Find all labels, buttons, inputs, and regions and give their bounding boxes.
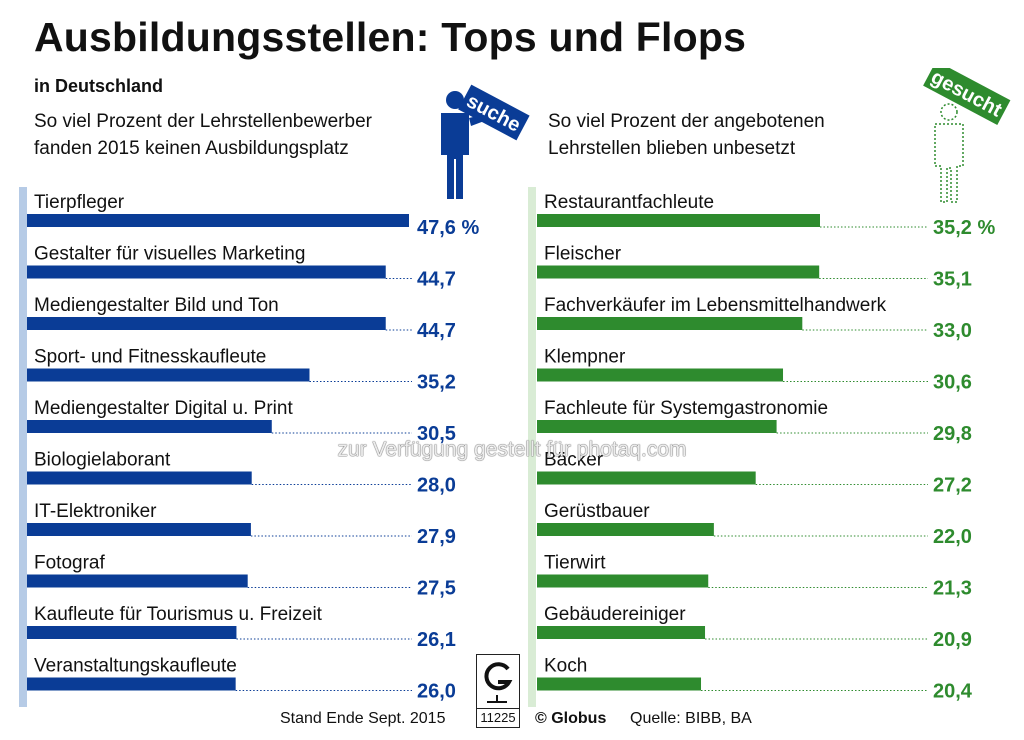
left-value-label: 26,0 xyxy=(417,681,456,703)
left-bar xyxy=(27,420,272,433)
right-panel-accent-bar xyxy=(528,187,536,707)
graphic-number: 11225 xyxy=(477,708,519,725)
left-value-label: 47,6 % xyxy=(417,217,479,239)
right-description: So viel Prozent der angebotenen Lehrstel… xyxy=(548,108,825,162)
left-category-label: Sport- und Fitnesskaufleute xyxy=(34,347,266,368)
left-bar xyxy=(27,214,409,227)
right-bar xyxy=(537,265,820,279)
right-bar xyxy=(537,317,803,330)
right-value-label: 27,2 xyxy=(933,475,972,497)
right-description-line2: Lehrstellen blieben unbesetzt xyxy=(548,138,796,159)
right-category-label: Bäcker xyxy=(544,450,604,471)
left-category-label: Fotograf xyxy=(34,553,105,574)
right-category-label: Klempner xyxy=(544,347,626,368)
right-bar xyxy=(537,677,702,691)
right-value-label: 21,3 xyxy=(933,578,972,600)
left-category-label: Mediengestalter Bild und Ton xyxy=(34,295,279,316)
left-category-label: IT-Elektroniker xyxy=(34,501,157,522)
left-value-label: 44,7 xyxy=(417,269,456,291)
right-value-label: 35,1 xyxy=(933,269,972,291)
left-bar xyxy=(27,677,236,691)
left-category-label: Mediengestalter Digital u. Print xyxy=(34,398,293,419)
source-note: Quelle: BIBB, BA xyxy=(630,710,752,727)
right-category-label: Koch xyxy=(544,656,587,677)
right-value-label: 20,4 xyxy=(933,681,973,703)
left-bar xyxy=(27,626,237,639)
right-category-label: Fachleute für Systemgastronomie xyxy=(544,398,828,419)
left-bar xyxy=(27,265,386,279)
right-category-label: Fachverkäufer im Lebensmittelhandwerk xyxy=(544,295,887,316)
right-category-label: Gerüstbauer xyxy=(544,501,650,522)
watermark: zur Verfügung gestellt für photaq.com xyxy=(337,438,687,461)
right-bar xyxy=(537,523,714,536)
right-category-label: Tierwirt xyxy=(544,553,606,574)
right-bar xyxy=(537,368,784,382)
right-category-label: Gebäudereiniger xyxy=(544,604,686,625)
globus-g-icon xyxy=(484,662,513,703)
left-value-label: 35,2 xyxy=(417,372,456,394)
page-title: Ausbildungsstellen: Tops und Flops xyxy=(34,14,747,60)
left-category-label: Gestalter für visuelles Marketing xyxy=(34,244,305,265)
right-bar xyxy=(537,626,706,639)
left-bar xyxy=(27,317,386,330)
wanted-position-icon: gesucht xyxy=(923,68,1011,203)
left-panel-accent-bar xyxy=(19,187,27,707)
left-value-label: 28,0 xyxy=(417,475,456,497)
globus-credit: © Globus xyxy=(535,710,607,727)
job-seeker-icon: suche xyxy=(441,84,530,199)
right-value-label: 30,6 xyxy=(933,372,972,394)
left-value-label: 30,5 xyxy=(417,423,456,445)
left-category-label: Biologielaborant xyxy=(34,450,171,471)
left-description-line2: fanden 2015 keinen Ausbildungsplatz xyxy=(34,138,349,159)
right-category-label: Restaurantfachleute xyxy=(544,192,714,213)
right-bar xyxy=(537,574,709,588)
left-bar xyxy=(27,574,248,588)
left-value-label: 27,5 xyxy=(417,578,456,600)
right-bar xyxy=(537,471,756,485)
left-bar xyxy=(27,368,310,382)
left-description: So viel Prozent der Lehrstellenbewerber … xyxy=(34,108,372,162)
left-value-label: 27,9 xyxy=(417,526,456,548)
left-bar xyxy=(27,471,252,485)
page-subtitle: in Deutschland xyxy=(34,76,164,96)
left-bar xyxy=(27,523,251,536)
stand-date: Stand Ende Sept. 2015 xyxy=(280,710,446,727)
left-category-label: Tierpfleger xyxy=(34,192,125,213)
right-value-label: 35,2 % xyxy=(933,217,995,239)
left-value-label: 26,1 xyxy=(417,629,456,651)
right-value-label: 22,0 xyxy=(933,526,972,548)
globus-logo: 11225 xyxy=(476,654,520,728)
left-value-label: 44,7 xyxy=(417,320,456,342)
left-category-label: Veranstaltungskaufleute xyxy=(34,656,237,677)
right-value-label: 33,0 xyxy=(933,320,972,342)
right-value-label: 20,9 xyxy=(933,629,972,651)
right-bar xyxy=(537,420,777,433)
right-description-line1: So viel Prozent der angebotenen xyxy=(548,111,825,132)
right-value-label: 29,8 xyxy=(933,423,972,445)
left-category-label: Kaufleute für Tourismus u. Freizeit xyxy=(34,604,323,625)
left-description-line1: So viel Prozent der Lehrstellenbewerber xyxy=(34,111,372,132)
right-bar xyxy=(537,214,820,227)
right-category-label: Fleischer xyxy=(544,244,622,265)
